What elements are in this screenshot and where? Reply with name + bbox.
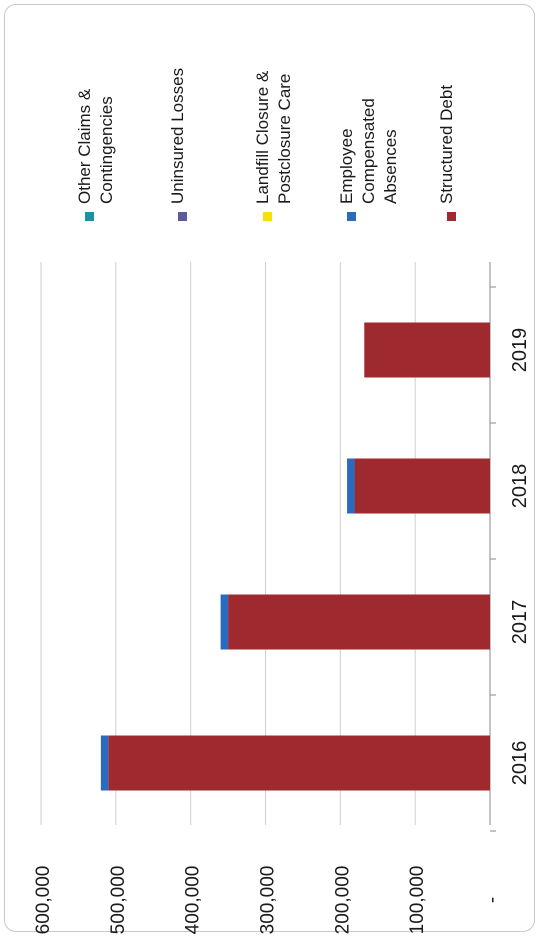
value-tick-label: - bbox=[482, 897, 503, 903]
legend-label: Compensated bbox=[359, 98, 378, 204]
bar-segment-2016 bbox=[100, 735, 109, 791]
bar-segment-2018 bbox=[354, 458, 490, 514]
legend-label: Postclosure Care bbox=[275, 74, 294, 204]
legend-item: Other Claims & Contingencies bbox=[75, 88, 116, 221]
value-tick-label: 200,000 bbox=[332, 866, 353, 935]
chart-frame bbox=[4, 4, 535, 932]
category-label: 2019 bbox=[509, 328, 531, 373]
legend: Other Claims & Contingencies Uninsured Los… bbox=[75, 68, 456, 221]
bar-segment-2018 bbox=[347, 458, 355, 514]
category-axis-labels: 2016 2017 2018 2019 bbox=[509, 328, 531, 786]
legend-label: Landfill Closure & bbox=[253, 70, 272, 204]
value-tick-label: 400,000 bbox=[183, 866, 204, 935]
legend-label: Other Claims & bbox=[75, 88, 94, 204]
legend-swatch bbox=[263, 212, 272, 221]
legend-item: Employee Compensated Absences bbox=[337, 98, 400, 221]
legend-label: Employee bbox=[337, 128, 356, 204]
legend-item: Uninsured Losses bbox=[168, 68, 187, 221]
bar-segment-2016 bbox=[108, 735, 490, 791]
bar-segment-2017 bbox=[228, 594, 491, 650]
legend-swatch bbox=[178, 212, 187, 221]
legend-item: Structured Debt bbox=[437, 85, 456, 221]
bars bbox=[100, 322, 491, 791]
legend-label: Absences bbox=[381, 129, 400, 204]
value-axis-tick-labels: 600,000 500,000 400,000 300,000 200,000 100,0… bbox=[33, 866, 503, 935]
category-label: 2016 bbox=[509, 741, 531, 786]
legend-swatch bbox=[85, 212, 94, 221]
value-tick-label: 100,000 bbox=[407, 866, 428, 935]
category-label: 2017 bbox=[509, 600, 531, 645]
legend-label: Structured Debt bbox=[437, 85, 456, 204]
bar-segment-2017 bbox=[220, 594, 229, 650]
legend-swatch bbox=[347, 212, 356, 221]
value-tick-label: 500,000 bbox=[108, 866, 129, 935]
legend-swatch bbox=[447, 212, 456, 221]
legend-label: Contingencies bbox=[97, 96, 116, 204]
category-label: 2018 bbox=[509, 464, 531, 509]
bar-segment-2019 bbox=[364, 322, 490, 378]
legend-item: Landfill Closure & Postclosure Care bbox=[253, 70, 294, 221]
value-tick-label: 300,000 bbox=[258, 866, 279, 935]
value-tick-label: 600,000 bbox=[33, 866, 54, 935]
legend-label: Uninsured Losses bbox=[168, 68, 187, 204]
